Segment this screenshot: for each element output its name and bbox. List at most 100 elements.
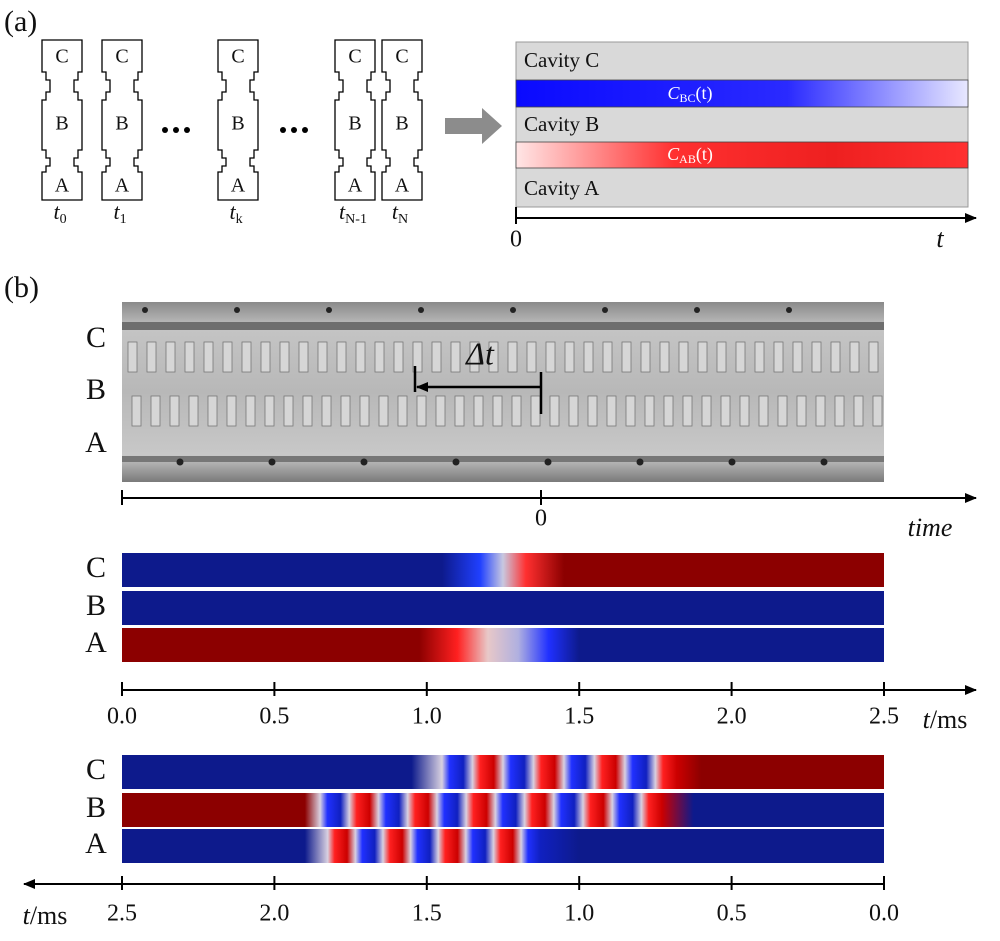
tooth <box>393 341 404 373</box>
tooth <box>241 341 252 373</box>
time-label: t1 <box>113 199 126 227</box>
coupling-bar <box>515 79 969 108</box>
tooth <box>469 341 480 373</box>
cavity-letter: B <box>231 113 244 135</box>
tooth <box>298 341 309 373</box>
subscript: 1 <box>120 212 127 227</box>
cavity-tower <box>41 39 83 201</box>
tooth <box>773 341 784 373</box>
tooth <box>431 341 442 373</box>
subscript: N <box>398 212 408 227</box>
tick-label: 2.5 <box>869 704 899 730</box>
argument: (t) <box>696 83 713 104</box>
tooth <box>302 395 313 427</box>
cavity-label: B <box>86 589 106 622</box>
tooth <box>545 341 556 373</box>
tooth <box>226 395 237 427</box>
arrow <box>445 108 502 144</box>
hole <box>142 307 148 313</box>
tooth <box>811 341 822 373</box>
rail <box>122 456 884 462</box>
tooth <box>587 395 598 427</box>
hole <box>786 307 792 313</box>
tooth <box>796 395 807 427</box>
tooth <box>488 341 499 373</box>
axis-label: t/ms <box>23 901 68 930</box>
tooth <box>606 395 617 427</box>
tooth <box>640 341 651 373</box>
cavity-tower <box>101 39 143 201</box>
cavity-tower <box>217 39 259 201</box>
tooth <box>131 395 142 427</box>
cavity-letter: B <box>55 113 68 135</box>
hole <box>602 307 608 313</box>
tooth <box>621 341 632 373</box>
cavity-box <box>515 41 969 208</box>
tooth <box>716 341 727 373</box>
tooth <box>511 395 522 427</box>
tooth <box>374 341 385 373</box>
hole <box>820 458 828 466</box>
hole <box>544 458 552 466</box>
argument: (t) <box>696 144 713 165</box>
tooth <box>203 341 214 373</box>
tooth <box>625 395 636 427</box>
tick-label: 2.0 <box>259 901 289 927</box>
cavity-label: Cavity B <box>524 112 599 136</box>
tick-label: 2.5 <box>107 901 137 927</box>
cavity-label: Cavity C <box>524 48 599 72</box>
hole <box>234 307 240 313</box>
tick-label: 1.0 <box>412 704 442 730</box>
tooth <box>701 395 712 427</box>
tooth <box>659 341 670 373</box>
tooth <box>777 395 788 427</box>
tooth <box>678 341 689 373</box>
coupling-bar <box>515 141 969 169</box>
hole <box>176 458 184 466</box>
tooth <box>583 341 594 373</box>
tick-label: 1.5 <box>564 704 594 730</box>
tooth <box>260 341 271 373</box>
coupling-label: CAB(t) <box>667 144 713 166</box>
cavity-label: Cavity A <box>524 176 600 200</box>
photo <box>122 302 884 482</box>
cavity-label: A <box>85 426 107 459</box>
tooth <box>264 395 275 427</box>
cavity-letter: C <box>395 46 408 68</box>
cavity-letter: C <box>348 46 361 68</box>
variable: t <box>23 901 31 930</box>
tooth <box>359 395 370 427</box>
symbol: t <box>53 199 60 224</box>
cavity-letter: C <box>231 46 244 68</box>
cavity-letter: B <box>395 113 408 135</box>
time-label: tk <box>229 199 242 227</box>
tick-label: 2.0 <box>717 704 747 730</box>
tooth <box>283 395 294 427</box>
tooth <box>739 395 750 427</box>
subscript: 0 <box>60 212 67 227</box>
tooth <box>507 341 518 373</box>
tick-label: 1.5 <box>412 901 442 927</box>
cavity-label: C <box>86 321 106 354</box>
tooth <box>454 395 465 427</box>
tooth <box>340 395 351 427</box>
cavity-label: B <box>86 373 106 406</box>
tooth <box>872 395 883 427</box>
subscript: k <box>236 212 243 227</box>
cavity-letter: C <box>115 46 128 68</box>
variable: t <box>923 705 931 734</box>
cavity-tower <box>381 39 423 201</box>
tooth <box>564 341 575 373</box>
heatmap-row <box>122 755 884 789</box>
tooth <box>602 341 613 373</box>
tooth <box>720 395 731 427</box>
cavity-letter: B <box>115 113 128 135</box>
panel-label: (b) <box>4 271 39 304</box>
coupling-label: CBC(t) <box>667 83 712 105</box>
heatmap-row <box>122 628 884 662</box>
tooth <box>245 395 256 427</box>
tooth <box>473 395 484 427</box>
tooth <box>754 341 765 373</box>
tooth <box>644 395 655 427</box>
